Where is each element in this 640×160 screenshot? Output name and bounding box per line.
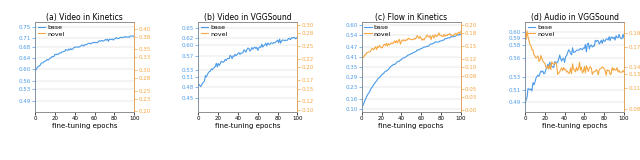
Legend: base, novel: base, novel [200,24,228,37]
X-axis label: fine-tuning epochs: fine-tuning epochs [542,123,607,128]
Title: (b) Video in VGGSound: (b) Video in VGGSound [204,13,292,22]
Title: (d) Audio in VGGSound: (d) Audio in VGGSound [531,13,618,22]
Legend: base, novel: base, novel [364,24,392,37]
X-axis label: fine-tuning epochs: fine-tuning epochs [52,123,117,128]
Legend: base, novel: base, novel [527,24,555,37]
Title: (c) Flow in Kinetics: (c) Flow in Kinetics [375,13,447,22]
X-axis label: fine-tuning epochs: fine-tuning epochs [378,123,444,128]
X-axis label: fine-tuning epochs: fine-tuning epochs [215,123,281,128]
Title: (a) Video in Kinetics: (a) Video in Kinetics [46,13,123,22]
Legend: base, novel: base, novel [37,24,65,37]
